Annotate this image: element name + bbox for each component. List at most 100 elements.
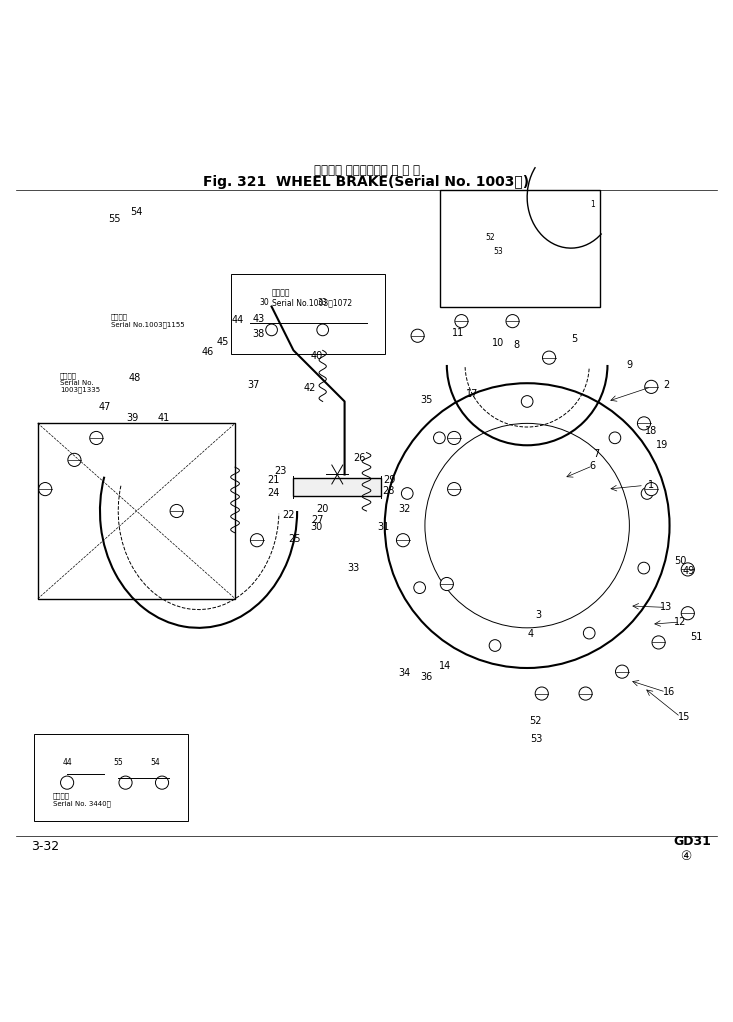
Circle shape — [609, 432, 621, 444]
Circle shape — [652, 636, 665, 649]
Text: 15: 15 — [678, 712, 690, 722]
Text: 35: 35 — [420, 396, 432, 405]
Circle shape — [448, 431, 461, 445]
Circle shape — [489, 640, 501, 651]
Text: 41: 41 — [158, 413, 169, 422]
Text: 53: 53 — [493, 247, 503, 257]
Circle shape — [266, 324, 277, 336]
Circle shape — [579, 687, 592, 700]
Text: 54: 54 — [130, 206, 143, 217]
Text: ホイール ブレーキ（適 用 号 機: ホイール ブレーキ（適 用 号 機 — [314, 165, 419, 177]
Circle shape — [170, 505, 183, 517]
Circle shape — [251, 533, 264, 547]
Circle shape — [119, 776, 132, 789]
Text: 37: 37 — [247, 380, 259, 390]
Circle shape — [155, 776, 169, 789]
Text: 55: 55 — [108, 214, 121, 224]
Text: 5: 5 — [572, 334, 578, 344]
Circle shape — [616, 665, 629, 679]
Text: 28: 28 — [382, 485, 394, 496]
Circle shape — [506, 315, 519, 328]
Text: 32: 32 — [398, 504, 410, 514]
Circle shape — [583, 628, 595, 639]
Circle shape — [411, 329, 424, 342]
Circle shape — [641, 487, 653, 500]
Text: 27: 27 — [312, 515, 324, 524]
Circle shape — [448, 482, 461, 496]
Text: 16: 16 — [663, 687, 676, 697]
Text: 40: 40 — [311, 352, 323, 361]
Text: 12: 12 — [674, 617, 687, 626]
Text: 21: 21 — [267, 474, 279, 484]
Text: 44: 44 — [231, 315, 243, 325]
Text: 20: 20 — [317, 504, 329, 514]
Text: 7: 7 — [594, 449, 600, 459]
Text: 55: 55 — [114, 758, 123, 768]
Circle shape — [638, 417, 651, 430]
Text: 18: 18 — [645, 426, 658, 435]
Circle shape — [455, 315, 468, 328]
Text: 23: 23 — [274, 466, 287, 476]
Text: 14: 14 — [439, 661, 452, 670]
Text: 44: 44 — [62, 758, 72, 768]
Text: 38: 38 — [252, 328, 265, 338]
Circle shape — [402, 487, 413, 500]
Circle shape — [397, 533, 410, 547]
Circle shape — [521, 396, 533, 408]
Bar — [293, 478, 381, 497]
Circle shape — [61, 776, 74, 789]
Text: 51: 51 — [690, 632, 703, 642]
Circle shape — [638, 562, 649, 574]
Circle shape — [317, 324, 328, 336]
Text: 33: 33 — [347, 563, 359, 573]
Text: 22: 22 — [282, 510, 295, 519]
Text: 26: 26 — [353, 454, 365, 463]
Text: 8: 8 — [513, 340, 519, 351]
Text: 13: 13 — [660, 602, 672, 612]
Circle shape — [89, 431, 103, 445]
FancyBboxPatch shape — [34, 734, 188, 822]
Circle shape — [441, 577, 454, 591]
Text: 24: 24 — [267, 487, 279, 498]
Text: 45: 45 — [216, 336, 229, 346]
Circle shape — [681, 607, 694, 619]
Circle shape — [645, 380, 658, 393]
Text: 4: 4 — [528, 629, 534, 639]
Text: 31: 31 — [377, 522, 389, 532]
Text: 適用号機
Serial No.1003～1155: 適用号機 Serial No.1003～1155 — [111, 314, 185, 328]
Text: 3-32: 3-32 — [31, 840, 59, 852]
Text: 49: 49 — [682, 566, 695, 575]
Text: 適用号機
Serial No.1003～1072: 適用号機 Serial No.1003～1072 — [271, 288, 352, 308]
Text: 19: 19 — [656, 440, 668, 451]
Circle shape — [68, 454, 81, 466]
FancyBboxPatch shape — [232, 274, 385, 354]
Circle shape — [39, 482, 52, 496]
Text: 9: 9 — [626, 360, 633, 370]
Text: 33: 33 — [318, 298, 328, 308]
Text: 29: 29 — [383, 475, 396, 485]
Circle shape — [433, 432, 445, 444]
Text: 53: 53 — [531, 734, 543, 744]
Text: 1: 1 — [648, 480, 655, 491]
Circle shape — [645, 482, 658, 496]
Text: 43: 43 — [252, 314, 265, 324]
Text: 47: 47 — [99, 403, 111, 412]
Circle shape — [414, 582, 425, 594]
Circle shape — [681, 563, 694, 576]
Text: 3: 3 — [535, 610, 541, 620]
Text: 39: 39 — [127, 413, 139, 422]
Text: 52: 52 — [486, 233, 496, 241]
Circle shape — [535, 687, 548, 700]
Text: 2: 2 — [663, 380, 669, 390]
Text: Fig. 321  WHEEL BRAKE(Serial No. 1003～): Fig. 321 WHEEL BRAKE(Serial No. 1003～) — [204, 175, 529, 189]
Text: 11: 11 — [452, 328, 464, 338]
Text: 6: 6 — [590, 461, 596, 471]
Bar — [440, 190, 600, 307]
Text: 10: 10 — [492, 338, 504, 349]
Circle shape — [542, 352, 556, 364]
Text: GD31: GD31 — [673, 835, 711, 848]
Text: 30: 30 — [259, 298, 269, 308]
Text: 30: 30 — [311, 522, 323, 532]
Text: 適用号機
Serial No. 3440～: 適用号機 Serial No. 3440～ — [53, 792, 111, 806]
Text: ④: ④ — [680, 850, 692, 863]
